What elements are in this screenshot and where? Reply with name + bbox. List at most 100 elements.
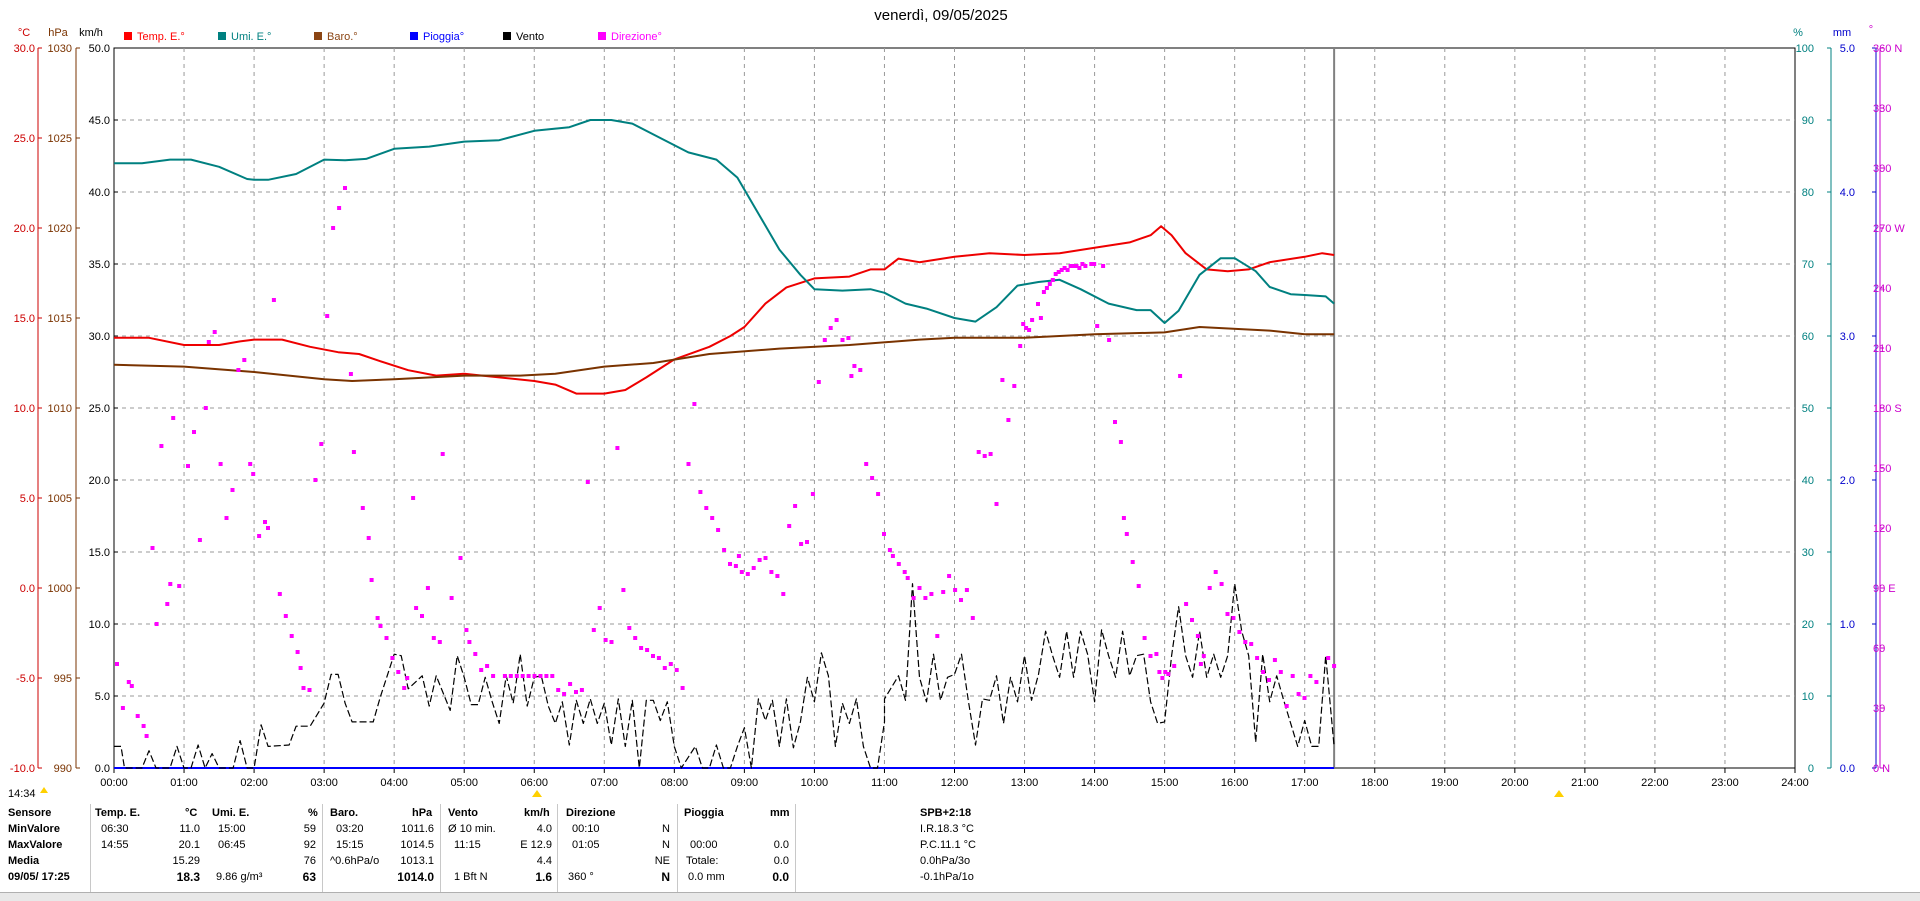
dir-d1: N (662, 823, 670, 835)
temp-axis-tick-label: -10.0 (10, 763, 35, 775)
hdr-temp-unit: °C (185, 807, 198, 819)
direction-point (1083, 264, 1088, 268)
dir-axis-tick-label: 30 (1873, 703, 1885, 715)
direction-point (538, 674, 543, 678)
direction-point (177, 584, 182, 588)
direction-point (757, 558, 762, 562)
rain-total: 0.0 (773, 855, 789, 867)
temp-axis-tick-label: 15.0 (14, 313, 35, 325)
direction-point (890, 554, 895, 558)
row-min-label: MinValore (8, 823, 60, 835)
direction-point (834, 318, 839, 322)
direction-point (680, 686, 685, 690)
status-bar (0, 892, 1920, 901)
wind-axis-tick-label: 35.0 (89, 259, 110, 271)
direction-point (197, 538, 202, 542)
direction-point (651, 654, 655, 658)
direction-point (911, 596, 916, 600)
hum-axis-tick-label: 40 (1802, 475, 1814, 487)
direction-point (1160, 676, 1165, 680)
x-tick-label: 06:00 (520, 777, 548, 789)
direction-point (775, 574, 780, 578)
hum-min: 59 (303, 823, 316, 835)
temp-axis-tick-label: 20.0 (14, 223, 35, 235)
direction-point (1038, 316, 1043, 320)
wind-axis-tick-label: 10.0 (89, 619, 110, 631)
direction-point (307, 688, 312, 692)
direction-point (597, 606, 602, 610)
direction-point (1056, 270, 1061, 274)
direction-point (970, 616, 975, 620)
legend-label: Vento (516, 31, 544, 43)
direction-point (520, 674, 525, 678)
direction-point (1290, 674, 1295, 678)
direction-point (1012, 384, 1017, 388)
direction-point (562, 692, 567, 696)
rain-t2: 00:00 (690, 839, 718, 851)
baro-min: 1011.6 (401, 823, 434, 835)
direction-point (1284, 704, 1289, 708)
direction-point (887, 548, 892, 552)
direction-point (384, 636, 389, 640)
left-axes: 30.0 25.0 20.0 15.0 10.0 5.0 0.0 -5.0 -10.0 °C 103… (10, 27, 118, 775)
direction-point (171, 416, 176, 420)
direction-point (745, 572, 750, 576)
direction-point (126, 680, 131, 684)
direction-point (1118, 440, 1123, 444)
dir-now: N (661, 870, 670, 884)
direction-point (1107, 338, 1112, 342)
direction-point (1113, 420, 1117, 424)
direction-point (810, 492, 815, 496)
dir-d2: N (662, 839, 670, 851)
direction-point (849, 374, 854, 378)
direction-point (257, 534, 262, 538)
x-tick-label: 00:00 (100, 777, 128, 789)
direction-point (1062, 266, 1067, 270)
legend-label: Temp. E.° (137, 31, 185, 43)
direction-point (692, 402, 697, 406)
direction-point (360, 506, 365, 510)
hum-max-time: 06:45 (218, 839, 246, 851)
direction-point (1302, 696, 1307, 700)
x-tick-label: 17:00 (1291, 777, 1319, 789)
direction-point (514, 674, 519, 678)
rain-axis-tick-label: 1.0 (1840, 619, 1855, 631)
direction-point (1095, 324, 1100, 328)
direction-point (212, 330, 217, 334)
direction-point (574, 690, 578, 694)
direction-point (1207, 586, 1212, 590)
direction-point (615, 446, 620, 450)
direction-point (816, 380, 821, 384)
direction-point (1024, 326, 1029, 330)
direction-point (1272, 658, 1277, 662)
wind-axis-tick-label: 45.0 (89, 115, 110, 127)
direction-point (864, 462, 869, 466)
baro-axis-tick-label: 1005 (48, 493, 72, 505)
vento-now: 1.6 (535, 870, 552, 884)
baro-max-time: 15:15 (336, 839, 364, 851)
direction-point (1021, 322, 1026, 326)
vento-v2: E 12.9 (520, 839, 552, 851)
direction-point (485, 664, 490, 668)
baro-axis-tick-label: 995 (54, 673, 72, 685)
direction-point (627, 626, 632, 630)
direction-point (431, 636, 436, 640)
direction-point (230, 488, 235, 492)
direction-point (1121, 516, 1126, 520)
vento-v3: 4.4 (536, 855, 552, 867)
x-axis: 00:00 01:00 02:00 03:00 04:00 05:00 06:00 07:00… (100, 768, 1809, 789)
direction-point (1071, 264, 1076, 268)
direction-point (449, 596, 454, 600)
direction-point (674, 668, 679, 672)
direction-point (947, 574, 952, 578)
direction-point (325, 314, 330, 318)
series-wind (114, 583, 1335, 769)
direction-point (369, 578, 374, 582)
x-tick-label: 20:00 (1501, 777, 1529, 789)
direction-point (1050, 278, 1055, 282)
direction-point (440, 452, 445, 456)
direction-point (787, 524, 792, 528)
direction-point (1053, 272, 1058, 276)
legend-swatch (598, 32, 606, 40)
x-tick-label: 14:00 (1081, 777, 1109, 789)
